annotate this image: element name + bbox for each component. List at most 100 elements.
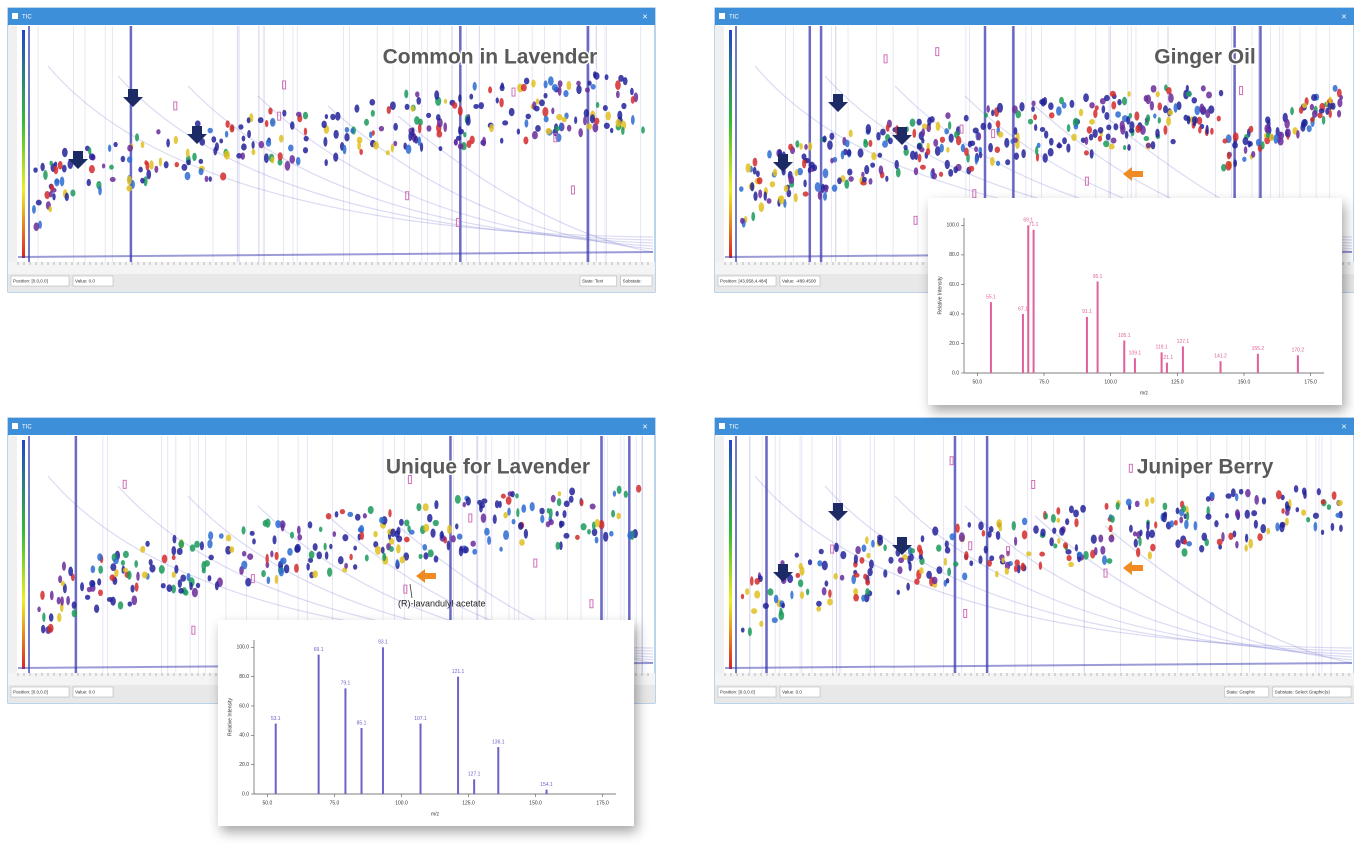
status-text: Substate: bbox=[623, 279, 642, 284]
peak-spot bbox=[613, 490, 616, 496]
peak-spot bbox=[345, 127, 349, 133]
app-window: TIC×Position: [0.0,0.0]Value: 0.0Substat… bbox=[715, 418, 1354, 703]
peak-spot bbox=[189, 582, 193, 590]
peak-spot bbox=[1198, 126, 1202, 133]
peak-spot bbox=[463, 502, 467, 507]
peak-spot bbox=[1034, 124, 1037, 131]
peak-spot bbox=[68, 567, 73, 577]
peak-spot bbox=[988, 143, 993, 153]
peak-spot bbox=[604, 123, 610, 129]
peak-spot bbox=[906, 583, 910, 591]
peak-spot bbox=[290, 121, 295, 130]
peak-spot bbox=[178, 540, 184, 548]
peak-spot bbox=[186, 149, 190, 158]
peak-spot bbox=[1013, 138, 1018, 143]
close-button[interactable]: × bbox=[642, 421, 647, 431]
peak-spot bbox=[588, 81, 592, 86]
peak-spot bbox=[275, 575, 279, 584]
peak-spot bbox=[1056, 143, 1062, 148]
peak-spot bbox=[141, 141, 145, 148]
peak-spot bbox=[1306, 517, 1310, 522]
close-button[interactable]: × bbox=[1341, 11, 1346, 21]
x-tick-label: 100.0 bbox=[1104, 379, 1117, 385]
peak-spot bbox=[296, 112, 302, 117]
close-button[interactable]: × bbox=[1341, 421, 1346, 431]
peak-spot bbox=[1139, 530, 1142, 537]
peak-spot bbox=[975, 155, 978, 165]
peak-spot bbox=[753, 158, 758, 167]
peak-spot bbox=[1225, 513, 1229, 518]
peak-spot bbox=[373, 141, 379, 149]
peak-spot bbox=[436, 114, 441, 121]
peak-spot bbox=[605, 74, 609, 80]
peak-spot bbox=[225, 120, 229, 127]
peak-spot bbox=[49, 206, 53, 212]
peak-spot bbox=[544, 80, 548, 88]
peak-spot bbox=[323, 137, 327, 147]
peak-spot bbox=[470, 136, 475, 144]
peak-spot bbox=[406, 145, 412, 154]
peak-label: 91.1 bbox=[1082, 309, 1092, 315]
spectrum-peak bbox=[1220, 361, 1222, 373]
peak-spot bbox=[355, 514, 360, 521]
peak-spot bbox=[42, 612, 45, 622]
peak-spot bbox=[940, 137, 945, 143]
panel-heading: Juniper Berry bbox=[1137, 456, 1274, 479]
peak-spot bbox=[532, 131, 538, 139]
peak-spot bbox=[1123, 145, 1126, 150]
peak-spot bbox=[534, 106, 540, 112]
peak-spot bbox=[454, 139, 458, 146]
peak-spot bbox=[390, 101, 396, 110]
peak-spot bbox=[1145, 498, 1149, 507]
peak-spot bbox=[1140, 125, 1146, 135]
peak-spot bbox=[501, 494, 506, 499]
peak-label: 79.1 bbox=[341, 681, 351, 687]
peak-spot bbox=[1156, 91, 1160, 97]
peak-spot bbox=[936, 544, 941, 551]
peak-spot bbox=[166, 139, 170, 148]
peak-spot bbox=[883, 544, 886, 551]
peak-spot bbox=[1248, 141, 1252, 146]
peak-spot bbox=[750, 182, 754, 191]
peak-spot bbox=[562, 510, 566, 518]
app-icon bbox=[12, 13, 18, 19]
peak-spot bbox=[363, 513, 367, 518]
peak-spot bbox=[932, 173, 937, 180]
peak-spot bbox=[558, 80, 563, 87]
peak-spot bbox=[1300, 124, 1305, 132]
peak-spot bbox=[1146, 521, 1149, 530]
peak-spot bbox=[1069, 505, 1074, 513]
peak-spot bbox=[569, 487, 575, 495]
peak-spot bbox=[379, 126, 384, 131]
peak-spot bbox=[418, 124, 421, 134]
peak-spot bbox=[60, 596, 64, 605]
peak-spot bbox=[174, 136, 178, 144]
peak-spot bbox=[171, 546, 176, 555]
peak-spot bbox=[788, 175, 794, 183]
peak-spot bbox=[955, 523, 959, 532]
peak-spot bbox=[405, 104, 410, 110]
peak-spot bbox=[94, 605, 99, 613]
peak-spot bbox=[624, 491, 628, 498]
peak-spot bbox=[1136, 547, 1140, 557]
peak-spot bbox=[287, 548, 292, 556]
close-button[interactable]: × bbox=[642, 11, 647, 21]
solvent-tail bbox=[735, 436, 737, 673]
peak-spot bbox=[1245, 510, 1250, 519]
peak-spot bbox=[1199, 545, 1204, 553]
peak-spot bbox=[583, 116, 587, 125]
peak-spot bbox=[1129, 525, 1133, 533]
peak-spot bbox=[58, 161, 63, 169]
peak-spot bbox=[49, 613, 54, 621]
peak-spot bbox=[1113, 123, 1118, 130]
peak-spot bbox=[995, 571, 998, 578]
peak-spot bbox=[434, 556, 439, 563]
peak-spot bbox=[1339, 95, 1343, 100]
peak-spot bbox=[40, 591, 44, 600]
y-tick-label: 100.0 bbox=[946, 223, 959, 229]
peak-spot bbox=[1134, 111, 1139, 120]
peak-spot bbox=[1125, 131, 1129, 139]
peak-spot bbox=[1278, 132, 1284, 140]
peak-spot bbox=[295, 544, 301, 553]
peak-spot bbox=[921, 128, 925, 136]
